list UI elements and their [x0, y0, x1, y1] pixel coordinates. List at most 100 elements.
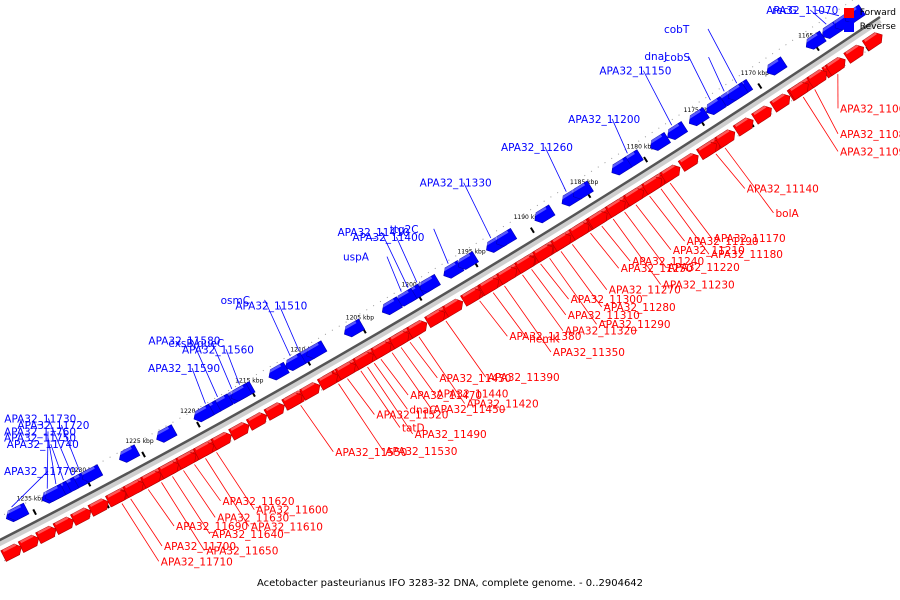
reverse-gene-label-ttg2c[interactable]: ttg2C — [390, 224, 419, 236]
forward-gene-label-apa32-11520[interactable]: APA32_11520 — [376, 409, 448, 421]
forward-gene-arrow[interactable] — [550, 231, 574, 252]
reverse-gene-label-recg[interactable]: recG — [772, 5, 796, 17]
forward-gene-label-apa32-11390[interactable]: APA32_11390 — [488, 372, 560, 384]
forward-gene-arrow[interactable] — [388, 328, 412, 350]
forward-gene-label-apa32-11710[interactable]: APA32_11710 — [161, 556, 233, 568]
reverse-gene-arrow[interactable] — [803, 30, 827, 52]
reverse-gene-arrow[interactable] — [493, 227, 518, 249]
forward-gene-arrow[interactable] — [210, 430, 234, 451]
forward-gene-arrow[interactable] — [140, 468, 164, 489]
reverse-gene-arrow[interactable] — [80, 464, 104, 485]
reverse-gene-arrow[interactable] — [764, 56, 788, 78]
reverse-gene-arrow[interactable] — [609, 156, 633, 178]
forward-gene-label-apa32-11530[interactable]: APA32_11530 — [385, 446, 457, 458]
forward-gene-arrow[interactable] — [299, 380, 323, 401]
forward-gene-label-apa32-11490[interactable]: APA32_11490 — [415, 429, 487, 441]
reverse-gene-arrow[interactable] — [266, 361, 290, 382]
forward-gene-arrow[interactable] — [623, 185, 646, 207]
forward-gene-arrow[interactable] — [824, 55, 848, 77]
reverse-gene-arrow[interactable] — [686, 107, 710, 129]
forward-gene-label-apa32-11600[interactable]: APA32_11600 — [256, 505, 328, 517]
forward-gene-arrow[interactable] — [496, 264, 520, 285]
forward-gene-arrow[interactable] — [70, 506, 93, 526]
forward-gene-label-hemk[interactable]: hemK — [529, 333, 560, 345]
forward-gene-arrow[interactable] — [478, 275, 502, 296]
reverse-gene-label-uspa[interactable]: uspA — [343, 252, 370, 264]
reverse-gene-arrow[interactable] — [341, 318, 366, 339]
reverse-gene-arrow[interactable] — [417, 273, 441, 295]
forward-gene-label-apa32-11090[interactable]: APA32_11090 — [840, 146, 900, 158]
forward-gene-arrow[interactable] — [696, 139, 719, 161]
forward-gene-arrow[interactable] — [52, 515, 76, 535]
forward-gene-arrow[interactable] — [0, 542, 24, 562]
reverse-gene-label-apa32-11510[interactable]: APA32_11510 — [235, 300, 307, 312]
reverse-gene-label-apa32-11730[interactable]: APA32_11730 — [4, 413, 76, 425]
reverse-gene-arrow[interactable] — [570, 180, 594, 202]
reverse-gene-label-apa32-11330[interactable]: APA32_11330 — [420, 178, 492, 190]
forward-gene-arrow[interactable] — [87, 496, 111, 517]
forward-gene-arrow[interactable] — [714, 127, 738, 149]
reverse-gene-arrow[interactable] — [647, 131, 672, 153]
forward-gene-label-apa32-11310[interactable]: APA32_11310 — [568, 310, 640, 322]
forward-gene-label-apa32-11080[interactable]: APA32_11080 — [840, 129, 900, 141]
forward-gene-arrow[interactable] — [245, 410, 269, 431]
reverse-gene-arrow[interactable] — [43, 483, 67, 504]
reverse-gene-arrow[interactable] — [532, 204, 556, 226]
forward-gene-arrow[interactable] — [641, 174, 665, 196]
forward-gene-arrow[interactable] — [769, 91, 793, 113]
forward-gene-arrow[interactable] — [751, 103, 775, 125]
reverse-gene-label-apa32-11760[interactable]: APA32_11760 — [4, 426, 76, 438]
reverse-gene-label-apa32-11740[interactable]: APA32_11740 — [7, 439, 79, 451]
forward-gene-arrow[interactable] — [586, 208, 610, 230]
reverse-gene-arrow[interactable] — [117, 444, 141, 465]
reverse-gene-label-apa32-11560[interactable]: APA32_11560 — [182, 344, 254, 356]
forward-gene-arrow[interactable] — [532, 242, 556, 263]
forward-gene-label-apa32-11280[interactable]: APA32_11280 — [604, 302, 676, 314]
reverse-gene-label-apa32-11400[interactable]: APA32_11400 — [352, 232, 424, 244]
reverse-gene-arrow[interactable] — [664, 121, 689, 142]
forward-gene-arrow[interactable] — [316, 370, 340, 391]
reverse-gene-arrow[interactable] — [6, 502, 30, 523]
forward-gene-label-apa32-11320[interactable]: APA32_11320 — [565, 326, 637, 338]
reverse-gene-label-cobt[interactable]: cobT — [664, 24, 690, 36]
forward-gene-arrow[interactable] — [677, 151, 701, 172]
forward-gene-label-apa32-11620[interactable]: APA32_11620 — [223, 496, 295, 508]
forward-gene-arrow[interactable] — [263, 400, 287, 421]
forward-gene-arrow[interactable] — [843, 42, 867, 64]
reverse-gene-arrow[interactable] — [703, 96, 727, 117]
forward-gene-label-apa32-11220[interactable]: APA32_11220 — [668, 262, 740, 274]
forward-gene-arrow[interactable] — [406, 318, 430, 339]
reverse-gene-label-cobs[interactable]: cobS — [665, 52, 691, 64]
forward-gene-label-apa32-11060[interactable]: APA32_11060 — [840, 103, 900, 115]
forward-gene-label-apa32-11690[interactable]: APA32_11690 — [176, 521, 248, 533]
reverse-gene-arrow[interactable] — [725, 81, 749, 103]
forward-gene-label-apa32-11180[interactable]: APA32_11180 — [711, 249, 783, 261]
forward-gene-arrow[interactable] — [334, 360, 358, 381]
forward-gene-arrow[interactable] — [370, 339, 394, 360]
reverse-gene-label-apa32-11070[interactable]: APA32_11070 — [766, 5, 838, 17]
forward-gene-label-apa32-11380[interactable]: APA32_11380 — [509, 331, 581, 343]
forward-gene-label-apa32-11270[interactable]: APA32_11270 — [609, 285, 681, 297]
forward-gene-label-apa32-11640[interactable]: APA32_11640 — [212, 529, 284, 541]
reverse-gene-label-apa32-11580[interactable]: APA32_11580 — [148, 335, 220, 347]
forward-gene-arrow[interactable] — [514, 253, 538, 274]
forward-gene-arrow[interactable] — [281, 390, 305, 411]
forward-gene-label-apa32-11350[interactable]: APA32_11350 — [553, 347, 625, 359]
forward-gene-label-apa32-11470[interactable]: APA32_11470 — [410, 390, 482, 402]
forward-gene-arrow[interactable] — [787, 79, 811, 101]
forward-gene-label-apa32-11650[interactable]: APA32_11650 — [206, 546, 278, 558]
forward-gene-arrow[interactable] — [568, 219, 592, 241]
forward-gene-arrow[interactable] — [604, 197, 628, 219]
reverse-gene-label-apa32-11750[interactable]: APA32_11750 — [4, 433, 76, 445]
forward-gene-arrow[interactable] — [659, 162, 683, 184]
reverse-gene-arrow[interactable] — [283, 352, 307, 373]
reverse-gene-arrow[interactable] — [191, 403, 215, 424]
forward-gene-arrow[interactable] — [442, 296, 466, 318]
forward-gene-label-dnac[interactable]: dnaC — [409, 404, 436, 416]
forward-gene-label-apa32-11190[interactable]: APA32_11190 — [687, 236, 759, 248]
forward-gene-arrow[interactable] — [732, 115, 756, 137]
forward-gene-arrow[interactable] — [460, 286, 484, 307]
forward-gene-label-apa32-11550[interactable]: APA32_11550 — [335, 447, 407, 459]
reverse-gene-label-apa32-11590[interactable]: APA32_11590 — [148, 363, 220, 375]
forward-gene-label-apa32-11420[interactable]: APA32_11420 — [467, 399, 539, 411]
